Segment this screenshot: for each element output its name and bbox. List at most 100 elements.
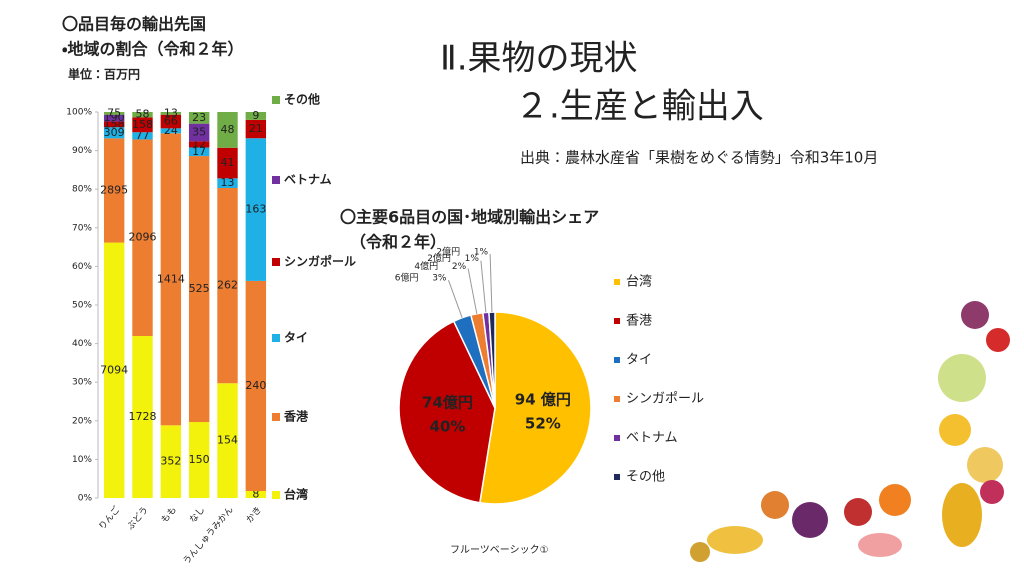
data-label: 35 bbox=[192, 126, 206, 139]
legend-swatch bbox=[272, 491, 280, 499]
data-label: 262 bbox=[217, 279, 238, 292]
bar-segment bbox=[103, 127, 125, 139]
data-label: 352 bbox=[160, 455, 181, 468]
data-label: 240 bbox=[245, 379, 266, 392]
data-label: 8 bbox=[252, 487, 259, 500]
legend-swatch bbox=[272, 334, 280, 342]
amount-label: 2億円 bbox=[436, 246, 460, 258]
bar-segment bbox=[217, 112, 238, 148]
bar-segment bbox=[245, 490, 267, 498]
slide-subtitle: ２.生産と輸出入 bbox=[515, 87, 764, 127]
legend-swatch bbox=[614, 279, 620, 285]
bar-segment bbox=[103, 242, 125, 498]
data-label: 150 bbox=[189, 453, 210, 466]
bar-segment bbox=[188, 123, 210, 142]
amount-label: 94 億円 bbox=[515, 390, 571, 408]
data-label: 1414 bbox=[157, 272, 185, 285]
data-label: 154 bbox=[217, 434, 238, 447]
bar-segment bbox=[132, 117, 153, 133]
bar-segment bbox=[103, 112, 125, 115]
data-label: 2% bbox=[452, 262, 467, 272]
bar-subtitle: 単位：百万円 bbox=[68, 67, 140, 82]
legend-swatch bbox=[614, 474, 620, 480]
data-label: 9 bbox=[252, 109, 259, 122]
legend-label: シンガポール bbox=[284, 254, 356, 269]
y-tick-label: 100% bbox=[66, 108, 92, 118]
legend-swatch bbox=[614, 396, 620, 402]
bar-segment bbox=[188, 147, 210, 157]
data-label: 3% bbox=[432, 274, 447, 284]
legend-label: 香港 bbox=[283, 409, 309, 424]
bar-segment bbox=[132, 132, 153, 140]
bar-title: 〇品目毎の輸出先国 bbox=[62, 15, 206, 34]
data-label: 525 bbox=[189, 282, 210, 295]
legend-swatch bbox=[272, 258, 280, 266]
y-tick-label: 0% bbox=[78, 494, 93, 504]
data-label: 1% bbox=[465, 254, 480, 264]
y-tick-label: 20% bbox=[72, 416, 92, 426]
legend-swatch bbox=[272, 96, 280, 104]
pie-title: （令和２年） bbox=[350, 233, 446, 252]
legend-label: タイ bbox=[284, 331, 308, 345]
data-label: 13 bbox=[221, 176, 235, 189]
y-tick-label: 80% bbox=[72, 185, 92, 195]
data-label: 75 bbox=[107, 106, 121, 119]
bar-segment bbox=[188, 422, 210, 498]
data-label: 48 bbox=[221, 123, 235, 136]
data-label: 21 bbox=[249, 122, 263, 135]
legend-label: タイ bbox=[626, 353, 652, 368]
y-tick-label: 60% bbox=[72, 262, 92, 272]
legend-label: 香港 bbox=[626, 314, 652, 329]
amount-label: 74億円 bbox=[422, 393, 473, 411]
data-label: 163 bbox=[245, 203, 266, 216]
legend-label: 台湾 bbox=[284, 487, 308, 502]
bar-segment bbox=[245, 138, 267, 281]
data-label: 13 bbox=[164, 106, 178, 119]
bar-segment bbox=[103, 121, 125, 128]
bar-segment bbox=[103, 114, 125, 122]
bar-segment bbox=[132, 112, 153, 118]
bar-segment bbox=[160, 425, 182, 498]
data-label: 23 bbox=[192, 111, 206, 124]
legend-label: ベトナム bbox=[284, 173, 332, 187]
data-label: 1% bbox=[474, 248, 489, 258]
data-label: 52% bbox=[525, 414, 561, 432]
bar-segment bbox=[245, 280, 267, 491]
data-label: 7094 bbox=[100, 363, 128, 376]
legend-swatch bbox=[614, 318, 620, 324]
data-label: 309 bbox=[104, 126, 125, 139]
data-label: 2096 bbox=[129, 231, 157, 244]
legend-swatch bbox=[614, 435, 620, 441]
bar-segment bbox=[132, 139, 153, 336]
y-tick-label: 30% bbox=[72, 378, 92, 388]
data-label: 17 bbox=[192, 145, 206, 158]
bar-segment bbox=[217, 188, 238, 384]
data-label: 158 bbox=[132, 118, 153, 131]
y-tick-label: 40% bbox=[72, 339, 92, 349]
leader-line bbox=[489, 254, 493, 313]
amount-label: 4億円 bbox=[414, 260, 438, 272]
pie-slice bbox=[478, 311, 592, 505]
bar-segment bbox=[188, 112, 210, 124]
legend-label: その他 bbox=[626, 470, 665, 485]
data-label: 1728 bbox=[129, 410, 157, 423]
legend-swatch bbox=[272, 176, 280, 184]
bar-segment bbox=[188, 156, 210, 423]
bar-segment bbox=[160, 128, 182, 134]
bar-segment bbox=[160, 112, 182, 115]
bar-segment bbox=[103, 138, 125, 243]
data-label: 41 bbox=[221, 156, 235, 169]
legend-label: ベトナム bbox=[626, 431, 678, 446]
bar-segment bbox=[160, 133, 182, 426]
amount-label: 6億円 bbox=[395, 272, 419, 284]
pie-slice bbox=[398, 320, 496, 504]
bar-segment bbox=[132, 335, 153, 498]
pie-title: 〇主要6品目の国･地域別輸出シェア bbox=[340, 208, 599, 227]
fruit-decoration bbox=[690, 301, 1010, 562]
data-label: 40% bbox=[430, 417, 466, 435]
bar-title: ・地域の割合（令和２年） bbox=[62, 40, 243, 59]
bar-segment bbox=[160, 114, 182, 129]
bar-segment bbox=[245, 112, 267, 120]
